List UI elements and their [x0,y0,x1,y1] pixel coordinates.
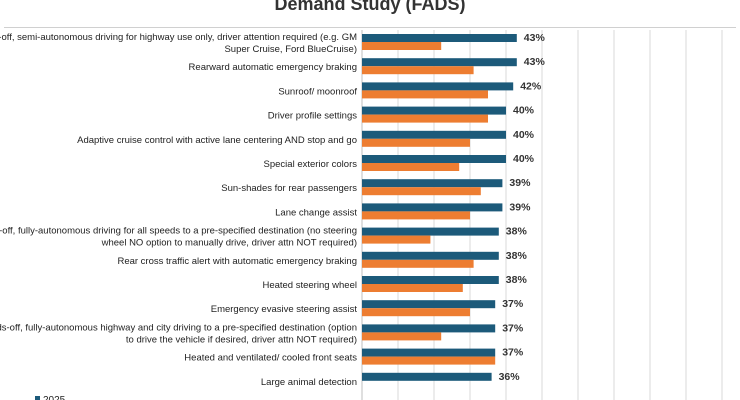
data-label: 40% [513,153,535,165]
category-label: Heated steering wheel [262,280,357,291]
frame-divider [4,27,736,28]
data-label: 43% [524,56,546,68]
bar-series-2 [362,42,442,50]
category-label: to drive the vehicle if desired, driver … [126,334,357,345]
category-label: Hands-off, semi-autonomous driving for h… [0,32,357,43]
bar-series-2 [362,163,460,171]
bar-series-2 [362,138,470,147]
category-label: Hands-off, fully-autonomous driving for … [0,226,357,237]
bar-series-1 [362,348,496,357]
data-label: 39% [509,201,531,213]
bar-series-2 [362,284,463,292]
category-label: Emergency evasive steering assist [211,304,358,315]
chart-title: Demand Study (FADS) [274,0,466,14]
legend-swatch [35,396,40,400]
bar-series-1 [362,34,517,42]
category-label: Large animal detection [261,377,357,388]
category-label: Super Cruise, Ford BlueCruise) [224,44,357,55]
data-label: 38% [506,250,528,262]
bar-series-1 [362,276,499,284]
bar-series-1 [362,155,506,163]
bar-series-1 [362,130,506,139]
bar-series-2 [362,356,496,365]
bar-series-1 [362,106,506,115]
category-label: Lane change assist [275,207,357,218]
category-label: Rearward automatic emergency braking [189,62,357,73]
bar-series-2 [362,66,474,75]
data-label: 37% [502,347,524,359]
bar-series-2 [362,114,488,123]
category-label: Sun-shades for rear passengers [221,183,357,194]
bar-series-2 [362,211,470,220]
data-label: 42% [520,80,542,92]
category-label: Rear cross traffic alert with automatic … [117,256,357,267]
category-label: Sunroof/ moonroof [278,86,357,97]
bar-series-1 [362,251,499,260]
bar-series-1 [362,372,492,381]
data-label: 40% [513,129,535,141]
bar-series-2 [362,90,488,99]
legend-label: 2025 [43,395,66,400]
data-label: 37% [502,298,524,310]
bar-series-1 [362,203,503,212]
category-label: Driver profile settings [268,111,357,122]
category-label: Hands-off, fully-autonomous highway and … [0,322,357,333]
data-label: 43% [524,32,546,44]
bar-series-1 [362,82,514,91]
data-label: 38% [506,274,528,286]
category-label: wheel NO option to manually drive, drive… [101,238,357,249]
bar-series-2 [362,308,470,317]
data-label: 36% [499,371,521,383]
data-label: 40% [513,105,535,117]
bar-series-2 [362,332,442,341]
bar-series-1 [362,179,503,188]
data-label: 37% [502,322,524,334]
bar-series-1 [362,300,496,309]
data-label: 38% [506,226,528,238]
bar-series-1 [362,324,496,333]
category-label: Special exterior colors [264,159,358,170]
bar-series-2 [362,259,474,268]
bar-series-2 [362,235,431,244]
bar-series-1 [362,227,499,236]
category-label: Heated and ventilated/ cooled front seat… [184,353,357,364]
bar-series-1 [362,58,517,67]
data-label: 39% [509,177,531,189]
category-label: Adaptive cruise control with active lane… [77,135,357,146]
bar-series-2 [362,187,481,196]
